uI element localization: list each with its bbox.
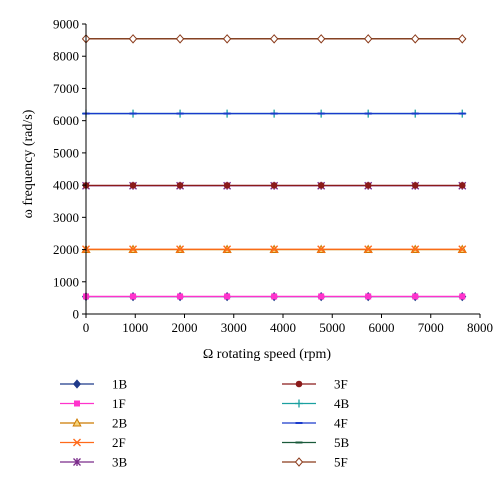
legend-marker-4b: [295, 399, 303, 408]
point-3f-1: [129, 182, 137, 189]
y-tick-label-1000: 1000: [53, 274, 79, 289]
legend-label-3f: 3F: [334, 377, 348, 392]
point-3f-3: [223, 182, 231, 189]
point-5f-4: [269, 34, 279, 44]
legend-marker-3f: [295, 380, 303, 388]
legend-marker-2f: [73, 438, 81, 447]
legend-item-5b: 5B: [282, 435, 350, 450]
legend-label-1b: 1B: [112, 377, 128, 392]
point-2f-4: [270, 245, 279, 254]
x-tick-label-4000: 4000: [270, 320, 296, 335]
point-5f-7: [411, 34, 420, 44]
point-5f-8: [458, 34, 467, 44]
point-1f-8: [459, 293, 466, 300]
y-tick-label-6000: 6000: [53, 113, 79, 128]
x-tick-label-0: 0: [83, 320, 90, 335]
legend-label-2b: 2B: [112, 416, 128, 431]
series-5f: [81, 34, 467, 44]
point-1f-4: [271, 293, 278, 300]
point-2f-2: [176, 245, 185, 254]
legend-label-5f: 5F: [334, 455, 348, 470]
point-3f-4: [270, 182, 278, 189]
y-axis-title: ω frequency (rad/s): [21, 109, 36, 218]
y-tick-label-9000: 9000: [53, 17, 79, 32]
axes: 0 1000 2000 3000 4000 5000 6000 7000 8000 9000 0 10…: [53, 17, 493, 336]
y-tick-label-4000: 4000: [53, 178, 79, 193]
y-tick-label-2000: 2000: [53, 242, 79, 257]
series-1f: [83, 293, 466, 300]
y-tick-label-8000: 8000: [53, 49, 79, 64]
legend: 1B 1F 2B 2F 3B 3F 4B 4F 5B 5F: [60, 377, 350, 470]
point-3f-2: [176, 182, 184, 189]
point-3f-6: [364, 182, 372, 189]
point-3f-8: [458, 182, 466, 189]
legend-label-4f: 4F: [334, 416, 348, 431]
legend-marker-2b: [72, 417, 82, 427]
x-tick-label-8000: 8000: [467, 320, 493, 335]
legend-label-2f: 2F: [112, 435, 126, 450]
plot-area: [81, 34, 467, 302]
point-5f-2: [175, 34, 185, 44]
point-2f-8: [458, 245, 467, 254]
y-tick-label-7000: 7000: [53, 81, 79, 96]
legend-marker-5f: [294, 457, 304, 467]
legend-marker-1b: [72, 379, 82, 389]
point-1f-2: [177, 293, 184, 300]
legend-item-1f: 1F: [60, 396, 126, 411]
point-1f-5: [318, 293, 325, 300]
legend-item-3f: 3F: [282, 377, 348, 392]
point-2f-1: [129, 245, 138, 254]
y-tick-label-0: 0: [73, 307, 80, 322]
x-tick-label-5000: 5000: [319, 320, 345, 335]
point-1f-3: [224, 293, 231, 300]
legend-item-4b: 4B: [282, 396, 350, 411]
legend-item-2b: 2B: [60, 416, 128, 431]
series-3f: [82, 182, 466, 189]
point-1f-6: [365, 293, 372, 300]
legend-label-5b: 5B: [334, 435, 350, 450]
point-3f-7: [411, 182, 419, 189]
point-2f-7: [411, 245, 420, 254]
y-tick-label-3000: 3000: [53, 210, 79, 225]
legend-marker-1f: [74, 400, 80, 407]
point-1f-7: [412, 293, 419, 300]
legend-item-3b: 3B: [60, 455, 128, 470]
point-1f-1: [130, 293, 137, 300]
x-tick-label-3000: 3000: [221, 320, 247, 335]
legend-marker-3b: [73, 458, 81, 466]
legend-item-1b: 1B: [60, 377, 128, 392]
x-tick-label-7000: 7000: [418, 320, 444, 335]
point-2f-5: [317, 245, 326, 254]
point-3f-5: [317, 182, 325, 189]
legend-item-4f: 4F: [282, 416, 348, 431]
point-5f-1: [128, 34, 138, 44]
x-tick-label-6000: 6000: [369, 320, 395, 335]
point-5f-5: [317, 34, 326, 44]
legend-label-3b: 3B: [112, 455, 128, 470]
legend-item-5f: 5F: [282, 455, 348, 470]
point-2f-3: [223, 245, 232, 254]
point-5f-3: [222, 34, 232, 44]
legend-item-2f: 2F: [60, 435, 126, 450]
legend-label-1f: 1F: [112, 396, 126, 411]
x-tick-label-1000: 1000: [122, 320, 148, 335]
x-axis-title: Ω rotating speed (rpm): [203, 347, 332, 362]
legend-label-4b: 4B: [334, 396, 350, 411]
point-2f-6: [364, 245, 373, 254]
point-5f-6: [364, 34, 373, 44]
y-tick-label-5000: 5000: [53, 145, 79, 160]
x-tick-label-2000: 2000: [172, 320, 198, 335]
